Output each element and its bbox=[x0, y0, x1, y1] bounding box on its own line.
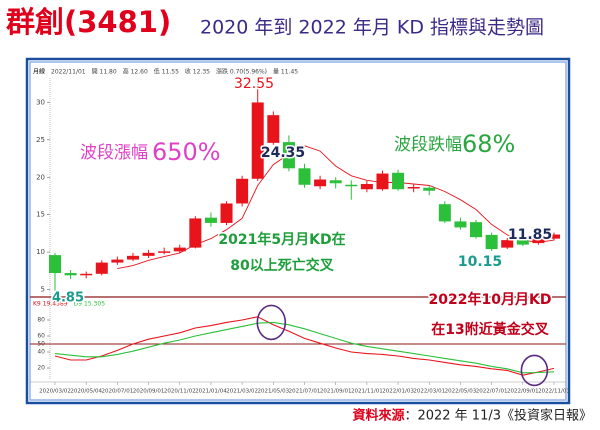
x-tick-label: 2022/09/01 bbox=[507, 389, 539, 395]
death-cross-circle bbox=[256, 304, 287, 341]
source-text: ：2022 年 11/3《投資家日報》 bbox=[404, 408, 592, 424]
annotation: 650% bbox=[152, 138, 221, 166]
candle-body bbox=[64, 273, 77, 276]
x-tick-label: 2022/11/01 bbox=[538, 389, 570, 395]
annotation: 在13附近黃金交叉 bbox=[431, 321, 549, 338]
annotation: 10.15 bbox=[458, 254, 502, 270]
x-tick-label: 2021/11/01 bbox=[351, 389, 383, 395]
candle-body bbox=[392, 172, 405, 190]
x-tick-label: 2020/03/02 bbox=[39, 389, 71, 395]
candle-body bbox=[345, 184, 358, 187]
annotation: 24.35 bbox=[261, 145, 305, 161]
candle-body bbox=[49, 255, 61, 274]
title: 群創(3481) bbox=[6, 5, 171, 39]
candle-body bbox=[126, 255, 139, 260]
info-item: 2022/11/01 bbox=[51, 69, 86, 76]
x-tick-label: 2020/11/02 bbox=[164, 389, 196, 395]
source-label: 資料來源 bbox=[352, 408, 404, 424]
y-tick-label: 10 bbox=[36, 248, 45, 256]
annotation: 2021年5月月KD在 bbox=[218, 231, 345, 248]
kd-tick-label: 20 bbox=[37, 365, 45, 372]
candle-body bbox=[282, 142, 295, 169]
info-item: 收 12.35 bbox=[185, 68, 210, 76]
y-tick-label: 15 bbox=[36, 211, 45, 219]
annotation: 32.55 bbox=[234, 76, 274, 92]
annotation: 波段漲幅 bbox=[80, 143, 148, 163]
subtitle: 2020 年到 2022 年月 KD 指標與走勢圖 bbox=[200, 17, 544, 39]
info-item: 量 11.45 bbox=[273, 69, 298, 76]
candle-body bbox=[267, 115, 280, 143]
info-item: 低 11.55 bbox=[154, 68, 179, 76]
kd-line bbox=[54, 321, 555, 374]
annotation: 2022年10月月KD bbox=[429, 291, 552, 308]
kd-tick-label: 60 bbox=[37, 333, 45, 340]
x-tick-label: 2021/09/01 bbox=[320, 389, 352, 395]
y-tick-label: 30 bbox=[36, 98, 45, 106]
candle-body bbox=[204, 217, 217, 223]
candle-body bbox=[251, 102, 264, 179]
x-tick-label: 2020/09/01 bbox=[133, 389, 165, 395]
candle-body bbox=[173, 247, 186, 252]
candle-body bbox=[95, 262, 108, 274]
x-tick-label: 2022/01/03 bbox=[382, 389, 414, 395]
kd-tick-label: 80 bbox=[37, 317, 45, 324]
x-tick-label: 2022/05/03 bbox=[445, 389, 477, 395]
candle-body bbox=[329, 180, 342, 184]
x-tick-label: 2021/01/04 bbox=[195, 389, 227, 395]
candle-body bbox=[438, 204, 451, 222]
candle-body bbox=[111, 259, 124, 263]
y-tick-label: 5 bbox=[41, 286, 45, 294]
annotation: 68% bbox=[462, 130, 515, 158]
x-tick-label: 2020/07/01 bbox=[102, 389, 134, 395]
candle-body bbox=[220, 203, 233, 223]
chart-frame bbox=[25, 57, 571, 405]
candle-body bbox=[532, 238, 545, 244]
candle-body bbox=[158, 251, 171, 253]
candle-body bbox=[485, 234, 498, 250]
kd-legend-value: 19.4589 bbox=[43, 301, 68, 308]
annotation: 波段跌幅 bbox=[394, 135, 462, 155]
info-item: 高 12.60 bbox=[123, 68, 148, 76]
candle-body bbox=[142, 252, 155, 256]
info-item: 開 11.80 bbox=[92, 69, 117, 76]
info-item: 漲跌 0.70(5.96%) bbox=[216, 68, 267, 76]
candle-body bbox=[407, 187, 420, 189]
candle-body bbox=[501, 240, 514, 248]
y-tick-label: 20 bbox=[36, 173, 45, 181]
candle-body bbox=[376, 173, 389, 190]
candle-body bbox=[470, 222, 483, 238]
kd-tick-label: 40 bbox=[37, 349, 45, 356]
candle-body bbox=[360, 184, 373, 190]
candle-body bbox=[298, 168, 311, 185]
candle-body bbox=[80, 273, 93, 276]
candle-body bbox=[314, 179, 327, 187]
x-tick-label: 2021/03/02 bbox=[226, 389, 258, 395]
annotation: 80以上死亡交叉 bbox=[230, 257, 334, 274]
annotation: 4.85 bbox=[52, 291, 84, 306]
candle-body bbox=[423, 187, 436, 191]
x-tick-label: 2021/07/01 bbox=[289, 389, 321, 395]
kd-legend-name: D9 bbox=[74, 301, 83, 308]
info-item: 月線 bbox=[33, 68, 45, 76]
candle-body bbox=[548, 234, 560, 239]
kd-legend-name: K9 bbox=[33, 301, 41, 308]
x-tick-label: 2022/07/01 bbox=[476, 389, 508, 395]
kd-line bbox=[54, 316, 555, 376]
candle-body bbox=[516, 237, 529, 245]
annotation: 11.85 bbox=[508, 227, 552, 243]
candle-body bbox=[236, 178, 249, 204]
candle-body bbox=[189, 218, 202, 248]
candle-body bbox=[454, 221, 467, 228]
x-tick-label: 2020/05/04 bbox=[70, 389, 102, 395]
golden-cross-circle bbox=[520, 354, 549, 387]
plot: 月線 2022/11/01 開 11.80 高 12.60 低 11.55 收 12.35… bbox=[30, 68, 570, 395]
x-tick-label: 2022/03/01 bbox=[413, 389, 445, 395]
y-tick-label: 25 bbox=[36, 136, 45, 144]
kd-legend-value: 15.305 bbox=[84, 301, 105, 308]
chart-frame-inner bbox=[29, 61, 567, 401]
x-tick-label: 2021/05/03 bbox=[257, 389, 289, 395]
